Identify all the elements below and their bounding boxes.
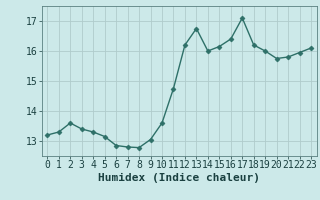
X-axis label: Humidex (Indice chaleur): Humidex (Indice chaleur) (98, 173, 260, 183)
